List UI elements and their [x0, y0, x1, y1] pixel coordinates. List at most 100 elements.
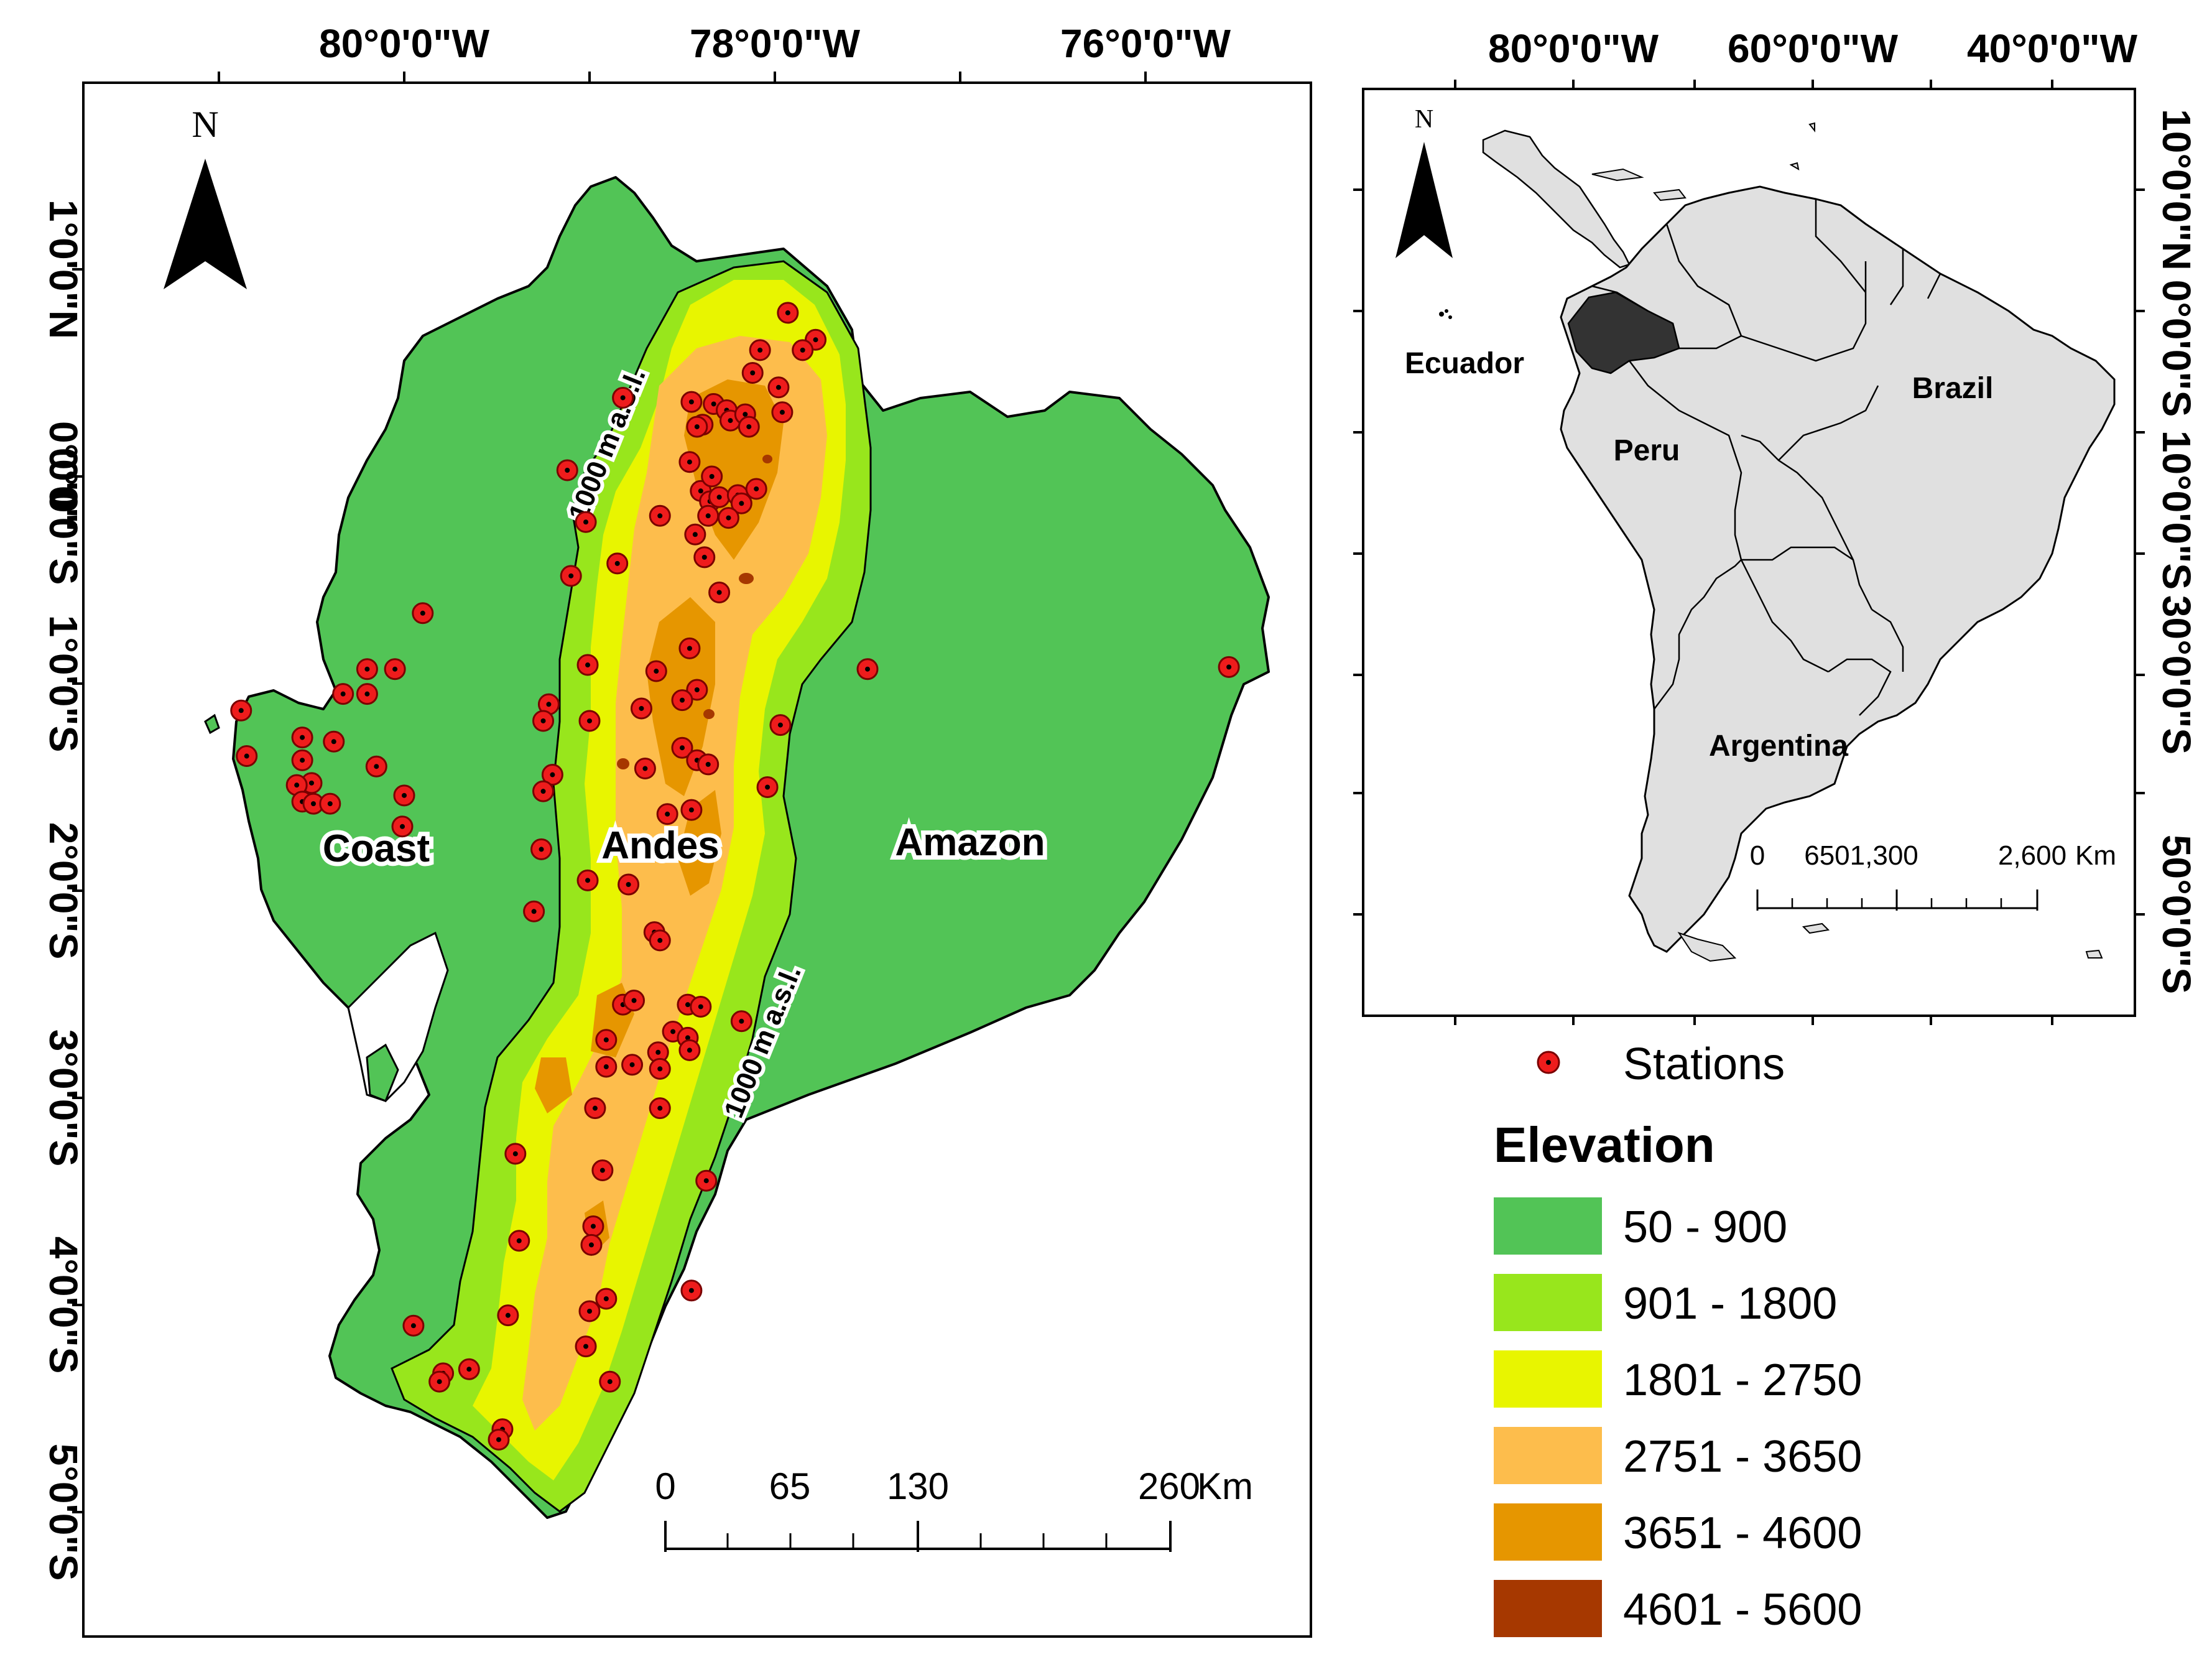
country-label-brazil: Brazil: [1912, 372, 1994, 405]
station-marker: [530, 838, 553, 860]
legend-class-item: 3651 - 4600: [1494, 1503, 1862, 1561]
station-marker: [690, 995, 712, 1018]
station-marker: [745, 478, 767, 500]
station-marker: [695, 1169, 718, 1192]
region-andes-label: Andes: [601, 824, 719, 867]
station-marker: [356, 683, 378, 705]
station-marker: [532, 780, 554, 802]
inset-right-axis: 10°0'0"N 0°0'0"S 10°0'0"S 30°0'0"S 50°0'…: [2135, 109, 2199, 994]
station-marker: [708, 486, 731, 508]
station-marker: [686, 416, 708, 438]
station-marker: [402, 1314, 425, 1337]
station-marker: [697, 504, 720, 527]
inset-scale-label: 2,600: [1998, 840, 2066, 871]
legend-swatch: [1494, 1503, 1602, 1561]
station-marker: [680, 799, 703, 821]
station-marker: [384, 658, 406, 680]
main-top-tick: 76°0'0"W: [1060, 21, 1231, 66]
station-marker: [458, 1358, 480, 1380]
station-marker: [236, 745, 258, 768]
station-marker: [556, 459, 578, 481]
station-marker: [591, 1159, 614, 1182]
station-marker: [730, 492, 752, 514]
inset-bottom-axis: [1454, 1016, 2053, 1025]
station-marker: [630, 697, 652, 720]
station-marker: [595, 1288, 618, 1310]
legend-classes: 50 - 900 901 - 1800 1801 - 2750 2751 - 3650…: [1494, 1197, 1862, 1637]
main-top-tick: 78°0'0"W: [690, 21, 861, 66]
station-marker: [541, 764, 563, 786]
station-marker: [678, 451, 701, 473]
main-left-axis: 1°0'0"N 0°0'0" 0°0'0"S 1°0'0"S 2°0'0"S 3…: [41, 200, 86, 1581]
legend-class-label: 50 - 900: [1623, 1202, 1787, 1252]
inset-scale-label: 0: [1750, 840, 1765, 871]
station-marker: [599, 1370, 621, 1393]
country-label-peru: Peru: [1614, 434, 1680, 467]
scale-unit: Km: [1197, 1465, 1253, 1507]
scale-label: 0: [655, 1465, 675, 1507]
north-label: N: [192, 104, 218, 145]
station-marker: [769, 714, 792, 736]
station-marker: [671, 689, 693, 712]
station-marker: [649, 504, 671, 527]
station-marker: [730, 1010, 752, 1033]
legend-class-item: 4601 - 5600: [1494, 1580, 1862, 1637]
legend-swatch: [1494, 1580, 1602, 1637]
main-left-tick: 0°0'0"S: [41, 448, 86, 585]
main-scale-bar: 0 65 130 260 Km: [655, 1465, 1253, 1552]
station-marker: [856, 658, 879, 680]
station-marker: [686, 679, 708, 701]
main-left-tick: 4°0'0"S: [41, 1237, 86, 1374]
legend-class-item: 50 - 900: [1494, 1197, 1787, 1255]
main-left-tick: 5°0'0"S: [41, 1444, 86, 1581]
station-marker: [578, 1300, 601, 1322]
station-marker: [634, 758, 656, 780]
region-amazon-label: Amazon: [895, 821, 1045, 864]
station-marker: [649, 929, 671, 952]
legend-stations-label: Stations: [1623, 1039, 1785, 1089]
station-marker: [656, 803, 678, 825]
inset-top-tick: 60°0'0"W: [1728, 26, 1899, 71]
station-marker: [412, 602, 434, 625]
station-marker: [697, 753, 720, 776]
legend-class-label: 901 - 1800: [1623, 1279, 1837, 1329]
station-marker: [576, 654, 599, 676]
region-coast-label: Coast: [323, 827, 430, 870]
station-marker: [623, 989, 646, 1011]
main-left-tick: 1°0'0"N: [41, 200, 86, 339]
inset-scale-bar: 0 6501,300 2,600 Km: [1750, 840, 2116, 911]
station-marker: [718, 507, 739, 529]
main-left-tick: 1°0'0"S: [41, 615, 86, 753]
country-label-ecuador: Ecuador: [1405, 347, 1524, 380]
legend-class-label: 1801 - 2750: [1623, 1355, 1862, 1405]
station-marker: [649, 1097, 671, 1120]
legend-class-item: 2751 - 3650: [1494, 1427, 1862, 1484]
station-marker: [678, 1039, 701, 1061]
station-marker: [230, 699, 252, 722]
station-marker: [393, 784, 415, 807]
main-left-tick: 2°0'0"S: [41, 822, 86, 960]
main-left-tick: 3°0'0"S: [41, 1029, 86, 1167]
station-marker: [756, 776, 779, 798]
station-marker: [701, 465, 723, 488]
main-map: 80°0'0"W 78°0'0"W 76°0'0"W 1°0'0"N 0°0'0…: [41, 21, 1312, 1638]
inset-scale-unit: Km: [2075, 840, 2116, 871]
station-marker: [428, 1370, 451, 1393]
legend-elevation-title: Elevation: [1494, 1117, 1715, 1172]
station-marker: [680, 391, 703, 413]
station-marker: [356, 658, 378, 680]
country-label-argentina: Argentina: [1709, 730, 1848, 763]
elev-band-2750: [522, 336, 827, 1431]
inset-right-tick: 0°0'0"S: [2154, 280, 2199, 417]
inset-right-tick: 30°0'0"S: [2154, 595, 2199, 755]
station-marker: [684, 523, 706, 546]
ecuador-highlight: [1567, 291, 1680, 374]
station-marker: [693, 546, 716, 569]
station-marker: [575, 1335, 597, 1358]
station-marker: [332, 683, 354, 705]
inset-top-tick: 80°0'0"W: [1488, 26, 1659, 71]
station-marker: [582, 1215, 604, 1237]
stations-layer: [230, 302, 1240, 1451]
inset-right-tick: 10°0'0"N: [2154, 109, 2199, 271]
